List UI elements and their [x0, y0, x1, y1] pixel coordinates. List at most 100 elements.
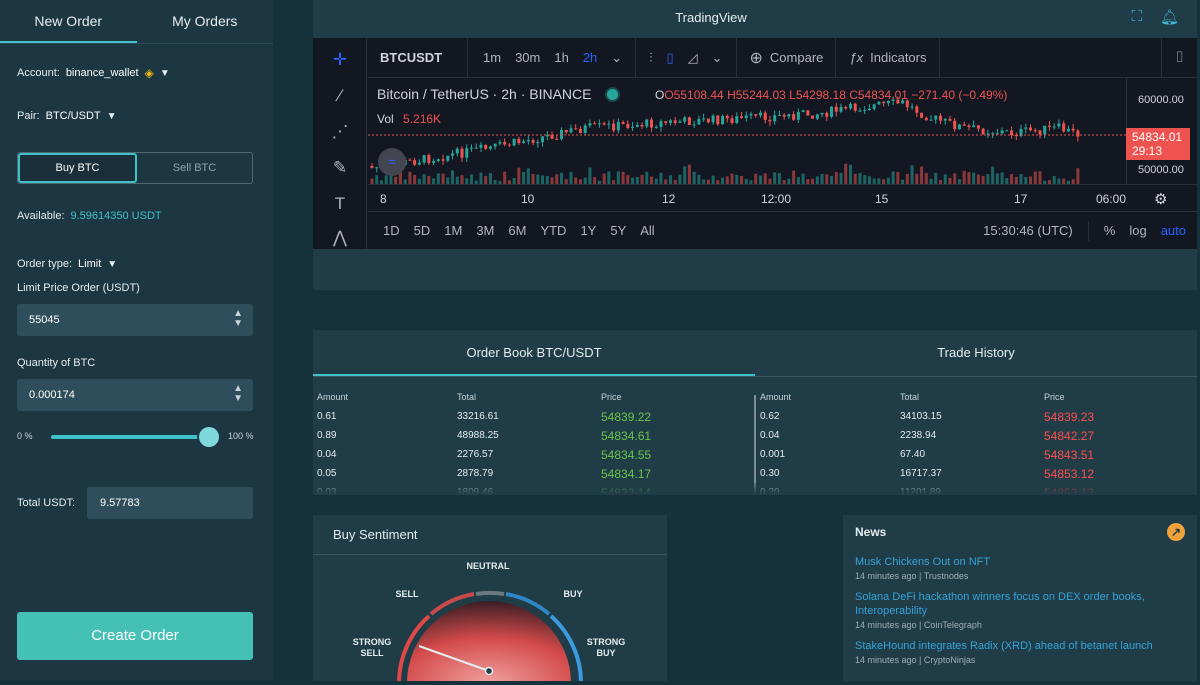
- amount-cell: 0.001: [760, 449, 786, 460]
- table-row[interactable]: 0.30 16717.37 54853.12: [756, 464, 1196, 483]
- account-row[interactable]: Account: binance_wallet ◈ ▼: [17, 66, 170, 80]
- candle-body: [683, 117, 687, 122]
- volume-bar: [953, 173, 957, 184]
- interval-1h[interactable]: 1h: [554, 50, 569, 65]
- tab-order-book[interactable]: Order Book BTC/USDT: [313, 330, 755, 376]
- range-ytd[interactable]: YTD: [540, 223, 567, 238]
- volume-bar: [687, 164, 691, 184]
- tab-new-order[interactable]: New Order: [0, 0, 137, 43]
- table-row[interactable]: 0.62 34103.15 54839.23: [756, 407, 1196, 426]
- tab-trade-history[interactable]: Trade History: [937, 345, 1015, 360]
- volume-bar: [1052, 176, 1056, 184]
- news-item[interactable]: Solana DeFi hackathon winners focus on D…: [855, 590, 1185, 630]
- volume-bar: [744, 178, 748, 184]
- news-headline[interactable]: StakeHound integrates Radix (XRD) ahead …: [855, 640, 1153, 652]
- trendline-icon[interactable]: ⁄: [338, 86, 342, 105]
- table-row[interactable]: 0.05 2878.79 54834.17: [313, 464, 753, 483]
- crosshair-icon[interactable]: ✛: [332, 50, 348, 69]
- volume-bar: [555, 174, 559, 184]
- chevron-down-icon[interactable]: ▼: [159, 67, 170, 79]
- brush-icon[interactable]: ✎: [332, 158, 348, 177]
- slider-track[interactable]: [51, 435, 209, 439]
- order-type-row[interactable]: Order type: Limit ▼: [17, 258, 117, 270]
- limit-price-input[interactable]: 55045 ▲ ▼: [17, 304, 253, 336]
- candle-body: [844, 106, 848, 109]
- slider-max-label: 100 %: [228, 431, 254, 441]
- area-icon[interactable]: ◿: [687, 49, 698, 65]
- volume-bar: [711, 175, 715, 184]
- pattern-icon[interactable]: ⋀: [333, 228, 347, 247]
- interval-30m[interactable]: 30m: [515, 50, 541, 65]
- range-5y[interactable]: 5Y: [610, 223, 627, 238]
- range-1d[interactable]: 1D: [383, 223, 400, 238]
- news-item[interactable]: Musk Chickens Out on NFT 14 minutes ago …: [855, 555, 1185, 581]
- percent-toggle[interactable]: %: [1103, 223, 1116, 238]
- interval-2h[interactable]: 2h: [582, 50, 598, 65]
- range-5d[interactable]: 5D: [413, 223, 431, 238]
- total-cell: 48988.25: [457, 430, 499, 441]
- tradingview-logo-icon[interactable]: ≈: [378, 148, 406, 176]
- table-row[interactable]: 0.04 2238.94 54842.27: [756, 426, 1196, 445]
- camera-icon[interactable]: ⌷: [1174, 49, 1184, 66]
- volume-bar: [768, 178, 772, 184]
- bar-style-icon[interactable]: ⫶: [649, 49, 653, 65]
- fib-icon[interactable]: ⋰: [331, 122, 349, 141]
- pair-row[interactable]: Pair: BTC/USDT ▼: [17, 110, 117, 122]
- utc-clock[interactable]: 15:30:46 (UTC): [983, 223, 1073, 238]
- volume-bar: [394, 176, 398, 184]
- time-axis[interactable]: 8 10 12 12:00 15 17 06:00 ⚙︎: [368, 184, 1197, 212]
- volume-bar: [801, 173, 805, 184]
- indicators-button[interactable]: Indicators: [870, 50, 927, 65]
- symbol-selector[interactable]: BTCUSDT: [368, 37, 468, 78]
- range-all[interactable]: All: [640, 223, 655, 238]
- sell-button[interactable]: Sell BTC: [172, 162, 217, 174]
- news-headline[interactable]: Musk Chickens Out on NFT: [855, 556, 991, 568]
- volume-bar: [867, 176, 871, 184]
- bell-icon[interactable]: 🔔︎: [1159, 9, 1179, 26]
- range-1m[interactable]: 1M: [444, 223, 463, 238]
- log-toggle[interactable]: log: [1129, 223, 1147, 238]
- amount-slider[interactable]: 0 % 100 %: [17, 427, 257, 447]
- settings-gear-icon[interactable]: ⚙︎: [1154, 191, 1168, 208]
- fx-icon[interactable]: ƒx: [849, 50, 864, 65]
- range-6m[interactable]: 6M: [508, 223, 527, 238]
- candle-body: [1062, 123, 1066, 132]
- chevron-down-icon[interactable]: ⌄: [711, 49, 723, 65]
- table-row[interactable]: 0.61 33216.61 54839.22: [313, 407, 753, 426]
- quantity-input[interactable]: 0.000174 ▲ ▼: [17, 379, 253, 411]
- price-chart[interactable]: ✛ ⁄ ⋰ ✎ T ⋀ BTCUSDT 1m 30m 1h 2h ⌄ ⫶ ▯ ◿…: [313, 37, 1197, 249]
- total-field[interactable]: 9.57783: [87, 487, 253, 519]
- compare-button[interactable]: Compare: [769, 50, 824, 65]
- volume-bar: [740, 176, 744, 184]
- candle-body: [654, 126, 658, 128]
- slider-handle[interactable]: [199, 427, 219, 447]
- candle-body: [858, 110, 862, 112]
- news-item[interactable]: StakeHound integrates Radix (XRD) ahead …: [855, 639, 1185, 665]
- volume-bar: [446, 177, 450, 184]
- buy-button[interactable]: Buy BTC: [18, 153, 137, 183]
- news-headline[interactable]: Solana DeFi hackathon winners focus on D…: [855, 591, 1145, 617]
- candle-body: [1010, 130, 1014, 136]
- interval-1m[interactable]: 1m: [483, 50, 502, 65]
- auto-toggle[interactable]: auto: [1160, 223, 1186, 238]
- range-3m[interactable]: 3M: [476, 223, 495, 238]
- tab-my-orders[interactable]: My Orders: [172, 13, 238, 29]
- compare-plus-icon[interactable]: ⊕: [749, 49, 763, 67]
- candles-icon[interactable]: ▯: [666, 49, 674, 65]
- table-row[interactable]: 0.89 48988.25 54834.61: [313, 426, 753, 445]
- table-row[interactable]: 0.04 2276.57 54834.55: [313, 445, 753, 464]
- candle-body: [820, 112, 824, 115]
- range-1y[interactable]: 1Y: [580, 223, 597, 238]
- table-row[interactable]: 0.001 67.40 54843.51: [756, 445, 1196, 464]
- text-icon[interactable]: T: [334, 194, 346, 213]
- chevron-down-icon[interactable]: ▼: [106, 110, 117, 122]
- chevron-down-icon[interactable]: ▼: [107, 258, 118, 270]
- fullscreen-icon[interactable]: ⛶: [1131, 8, 1142, 25]
- volume-bar: [706, 179, 710, 184]
- stepper-icon[interactable]: ▲ ▼: [233, 308, 243, 329]
- chevron-down-icon[interactable]: ⌄: [611, 49, 623, 65]
- candle-body: [981, 128, 985, 135]
- volume-bar: [569, 171, 573, 184]
- create-order-button[interactable]: Create Order: [17, 612, 253, 660]
- stepper-icon[interactable]: ▲ ▼: [233, 383, 243, 404]
